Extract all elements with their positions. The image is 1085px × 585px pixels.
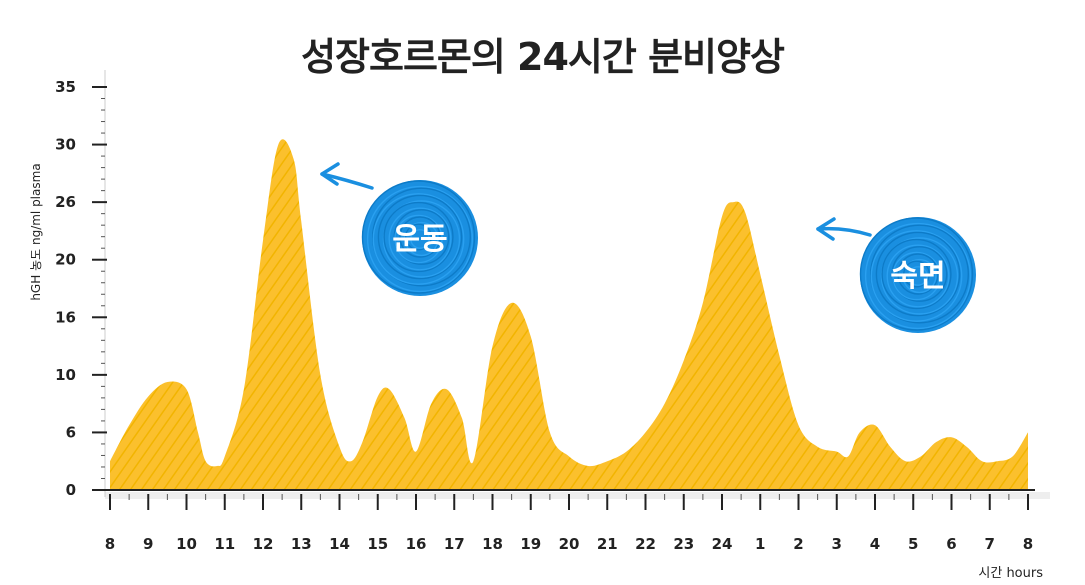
bubble-scribble [875, 231, 961, 317]
arrow-head [816, 217, 836, 241]
annotation-label: 숙면 [890, 259, 945, 294]
x-axis: 8 9 10 11 12 13 14 15 16 17 18 19 20 21 22 23 24 1 2 3 4 5 6 7 8 [100, 489, 1035, 553]
bubble-scribble [361, 180, 476, 294]
x-tick-label: 12 [253, 535, 274, 553]
bubble-scribble [881, 238, 952, 310]
bubble-scribble [394, 214, 443, 264]
bubble-scribble [404, 221, 439, 257]
bubble-scribble [388, 207, 452, 271]
x-tick-label: 18 [482, 535, 503, 553]
x-tick-label: 15 [367, 535, 388, 553]
arrow-line [816, 226, 872, 237]
bubble-scribble [902, 258, 937, 294]
x-tick-label: 19 [520, 535, 541, 553]
y-tick-label: 16 [55, 308, 76, 326]
annotation-label: 운동 [392, 222, 447, 257]
bubble-scribble [372, 193, 465, 285]
x-tick-label: 5 [908, 535, 918, 553]
x-tick-label: 3 [832, 535, 842, 553]
x-tick-label: 10 [176, 535, 197, 553]
y-tick-label: 6 [66, 423, 76, 441]
y-tick-label: 0 [66, 481, 76, 499]
bubble-scribble [399, 216, 441, 258]
x-tick-label: 9 [143, 535, 153, 553]
y-tick-label: 26 [55, 193, 76, 211]
baseline-band [105, 492, 1050, 499]
x-tick-label: 22 [635, 535, 656, 553]
bubble-scribble [366, 185, 474, 293]
bubble-scribble [897, 253, 939, 295]
bubble-scribble [377, 194, 463, 280]
bubble-scribble [864, 222, 972, 330]
x-tick-label: 8 [1023, 535, 1033, 553]
y-tick-label: 10 [55, 366, 76, 384]
bubble-scribble [383, 201, 454, 273]
x-tick-label: 17 [444, 535, 465, 553]
x-tick-label: 8 [105, 535, 115, 553]
x-tick-label: 24 [712, 535, 733, 553]
arrow-head [320, 162, 340, 186]
bubble-scribble [410, 229, 430, 249]
x-axis-label: 시간 hours [978, 566, 1043, 581]
x-tick-label: 21 [597, 535, 618, 553]
bubble-scribble [859, 217, 974, 331]
bubble-scribble [892, 251, 941, 301]
bubble-scribble [870, 230, 963, 322]
x-tick-label: 16 [406, 535, 427, 553]
x-tick-label: 1 [755, 535, 765, 553]
y-axis: 0 6 10 16 20 26 30 35 [55, 70, 107, 499]
y-tick-label: 35 [55, 78, 76, 96]
bubble-scribble [886, 244, 950, 308]
x-tick-label: 23 [673, 535, 694, 553]
bubble-scribble [903, 260, 931, 288]
x-tick-label: 7 [985, 535, 995, 553]
x-tick-label: 2 [793, 535, 803, 553]
y-axis-label: hGH 농도 ng/ml plasma [29, 163, 43, 300]
x-tick-label: 11 [214, 535, 235, 553]
x-tick-label: 13 [291, 535, 312, 553]
x-tick-label: 6 [946, 535, 956, 553]
y-tick-label: 30 [55, 136, 76, 154]
annotation-bubble: 숙면 [816, 217, 976, 333]
bubble-scribble [405, 223, 433, 251]
y-tick-label: 20 [55, 251, 76, 269]
chart-title: 성장호르몬의 24시간 분비양상 [301, 35, 785, 79]
x-tick-label: 14 [329, 535, 350, 553]
x-tick-label: 20 [559, 535, 580, 553]
series-area [110, 139, 1028, 490]
annotation-bubble: 운동 [320, 162, 478, 296]
bubble-scribble [908, 266, 928, 286]
x-tick-label: 4 [870, 535, 880, 553]
